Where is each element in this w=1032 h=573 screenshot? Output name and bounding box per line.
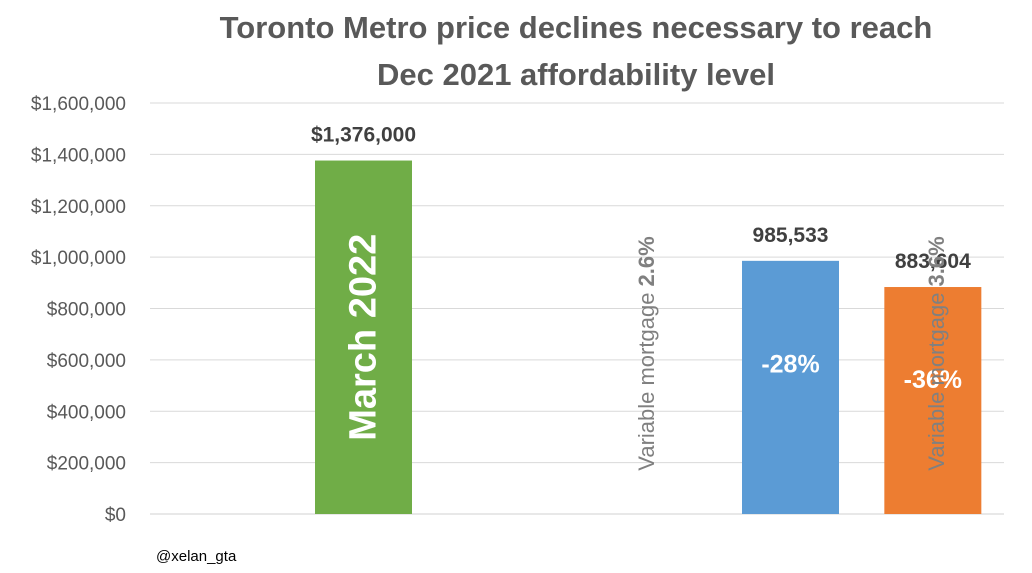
bar <box>315 160 412 515</box>
bar-inner-label: -36% <box>904 366 962 394</box>
y-tick-label: $600,000 <box>47 351 126 372</box>
side-label: Variable mortgage 3.6% <box>923 236 948 470</box>
y-tick-label: $1,600,000 <box>31 94 126 115</box>
credit-handle: @xelan_gta <box>156 548 237 565</box>
y-tick-label: $1,000,000 <box>31 248 126 269</box>
chart-title-line-1: Toronto Metro price declines necessary t… <box>220 10 933 45</box>
y-tick-label: $800,000 <box>47 300 126 321</box>
bar-value-label: 985,533 <box>753 224 829 247</box>
bar <box>742 260 839 514</box>
y-tick-label: $0 <box>105 505 126 526</box>
bar-inner-label: March 2022 <box>343 234 385 441</box>
y-tick-label: $1,200,000 <box>31 197 126 218</box>
y-tick-label: $200,000 <box>47 454 126 475</box>
bars: $1,376,000 March 2022 985,533 -28% 883,604 -3… <box>311 124 982 515</box>
side-labels: Variable mortgage 2.6% Variable mortgage … <box>634 236 949 470</box>
bar-value-label: 883,604 <box>895 250 971 273</box>
y-tick-label: $1,400,000 <box>31 145 126 166</box>
bar <box>884 287 982 514</box>
chart-title-line-2: Dec 2021 affordability level <box>377 57 775 92</box>
bar-inner-label: -28% <box>761 351 819 379</box>
side-label: Variable mortgage 2.6% <box>634 236 659 470</box>
bar-value-label: $1,376,000 <box>311 124 416 147</box>
gridlines <box>150 102 1004 515</box>
y-axis-tick-labels: $0 $200,000 $400,000 $600,000 $800,000 $1,000… <box>31 94 126 526</box>
y-tick-label: $400,000 <box>47 402 126 423</box>
